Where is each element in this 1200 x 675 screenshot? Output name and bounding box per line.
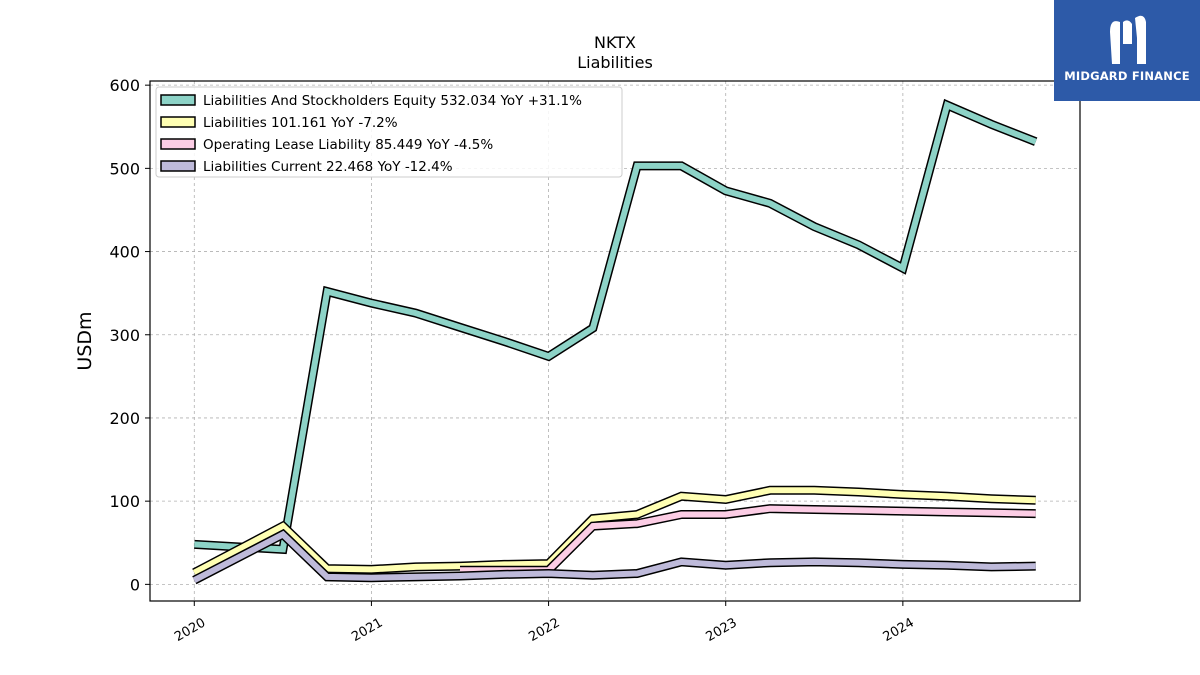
series-lines — [192, 98, 1038, 585]
y-tick-label: 200 — [109, 409, 140, 428]
logo-icon — [1110, 15, 1146, 64]
legend: Liabilities And Stockholders Equity 532.… — [155, 86, 623, 178]
plot-frame — [149, 80, 1081, 602]
legend-box — [155, 86, 623, 178]
series-line — [194, 100, 1037, 553]
series-line — [192, 487, 1036, 576]
y-tick-label: 500 — [109, 159, 140, 178]
y-tick-label: 400 — [109, 243, 140, 262]
x-tick-label: 2021 — [349, 615, 385, 645]
legend-swatch — [160, 160, 196, 172]
series-line — [192, 530, 1036, 583]
legend-swatch — [160, 94, 196, 106]
y-axis: 0 100 200 300 400 500 600 — [109, 76, 150, 594]
series-line — [460, 505, 1036, 574]
chart-title: NKTX — [594, 33, 636, 52]
legend-entry: Liabilities And Stockholders Equity 532.… — [203, 93, 582, 109]
grid — [150, 81, 1080, 601]
x-axis: 2020 2021 2022 2023 2024 — [172, 601, 917, 645]
chart-subtitle: Liabilities — [577, 53, 653, 72]
y-tick-label: 600 — [109, 76, 140, 95]
y-axis-label: USDm — [74, 311, 96, 370]
legend-swatch — [160, 116, 196, 128]
x-tick-label: 2020 — [172, 615, 208, 645]
x-tick-label: 2023 — [704, 615, 740, 645]
x-tick-label: 2022 — [526, 615, 562, 645]
legend-entry: Liabilities Current 22.468 YoY -12.4% — [203, 159, 453, 175]
series-3 — [192, 528, 1036, 585]
legend-swatch — [160, 138, 196, 150]
x-tick-label: 2024 — [881, 615, 917, 645]
y-tick-label: 300 — [109, 326, 140, 345]
legend-entry: Liabilities 101.161 YoY -7.2% — [203, 115, 398, 131]
logo-text: MIDGARD FINANCE — [1064, 69, 1190, 83]
series-1 — [192, 485, 1036, 577]
legend-entry: Operating Lease Liability 85.449 YoY -4.… — [203, 137, 493, 153]
series-2 — [460, 504, 1036, 575]
series-0 — [194, 98, 1038, 555]
y-tick-label: 100 — [109, 492, 140, 511]
brand-logo: MIDGARD FINANCE — [1054, 0, 1200, 101]
y-tick-label: 0 — [130, 575, 140, 594]
